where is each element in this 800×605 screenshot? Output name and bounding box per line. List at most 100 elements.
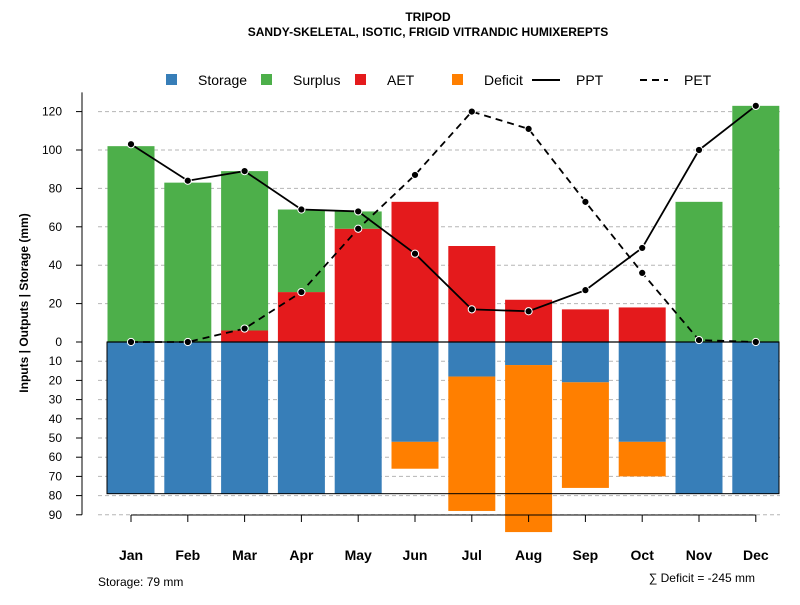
- legend-label-pet: PET: [684, 72, 712, 88]
- legend-swatch-deficit: [452, 74, 463, 85]
- point-pet: [467, 107, 476, 116]
- bar-aet: [221, 330, 269, 342]
- bar-storage: [448, 342, 496, 377]
- bar-deficit: [505, 365, 553, 533]
- y-axis-label: Inputs | Outputs | Storage (mm): [17, 213, 31, 392]
- x-tick-label: Aug: [515, 547, 542, 563]
- point-pet: [524, 124, 533, 133]
- legend-label-surplus: Surplus: [293, 72, 340, 88]
- y-tick-label: 20: [49, 373, 63, 387]
- y-tick-label: 60: [49, 450, 63, 464]
- point-pet: [297, 287, 306, 297]
- legend-label-aet: AET: [387, 72, 415, 88]
- point-ppt: [354, 207, 363, 216]
- x-tick-label: Jan: [119, 547, 143, 563]
- legend-label-deficit: Deficit: [484, 72, 523, 88]
- legend-label-ppt: PPT: [576, 72, 604, 88]
- legend-label-storage: Storage: [198, 72, 247, 88]
- axes: 0 20 40 60 80 100 120 10 20 30 40 50 60 70 80 90 Jan Feb M…: [42, 92, 780, 563]
- bar-surplus: [277, 209, 325, 293]
- point-ppt: [524, 307, 533, 316]
- y-tick-label: 40: [49, 258, 63, 272]
- point-ppt: [638, 243, 647, 253]
- bar-deficit: [391, 441, 439, 469]
- x-tick-label: Oct: [631, 547, 655, 563]
- line-pet: [131, 110, 756, 343]
- bar-storage: [618, 342, 666, 442]
- y-tick-label: 20: [49, 297, 63, 311]
- bar-surplus: [107, 146, 155, 342]
- deficit-label: ∑ Deficit = -245 mm: [649, 571, 755, 585]
- bar-storage: [561, 342, 609, 383]
- bar-deficit: [448, 376, 496, 511]
- point-pet: [126, 337, 136, 347]
- bar-deficit: [561, 382, 609, 488]
- bar-aet: [334, 228, 382, 342]
- storage-label: Storage: 79 mm: [98, 575, 183, 589]
- x-tick-label: Dec: [743, 547, 769, 563]
- bar-storage: [391, 342, 439, 442]
- point-pet: [183, 337, 192, 347]
- point-pet: [581, 197, 590, 206]
- legend-swatch-storage: [166, 74, 177, 85]
- point-pet: [240, 324, 249, 333]
- series-lines: [126, 101, 760, 347]
- bar-storage: [277, 342, 325, 494]
- bar-deficit: [618, 441, 666, 477]
- bar-aet: [618, 307, 666, 342]
- bar-surplus: [675, 201, 723, 342]
- line-ppt: [130, 105, 757, 313]
- y-tick-label: 90: [49, 508, 63, 522]
- point-pet: [354, 224, 363, 233]
- y-tick-label: 30: [49, 393, 63, 407]
- bar-storage: [221, 342, 269, 494]
- bar-storage: [675, 342, 723, 494]
- point-pet: [694, 335, 704, 345]
- point-ppt: [694, 145, 704, 155]
- bar-storage: [505, 342, 553, 366]
- x-tick-label: Nov: [686, 547, 713, 563]
- x-tick-label: Sep: [573, 547, 599, 563]
- bar-aet: [505, 299, 553, 342]
- chart-subtitle: SANDY-SKELETAL, ISOTIC, FRIGID VITRANDIC…: [248, 25, 608, 39]
- legend-swatch-surplus: [261, 74, 272, 85]
- point-ppt: [467, 305, 476, 314]
- y-tick-label: 0: [55, 335, 62, 349]
- legend: Storage Surplus AET Deficit PPT PET: [166, 72, 712, 88]
- bar-surplus: [334, 211, 382, 229]
- y-tick-label: 70: [49, 469, 63, 483]
- bar-aet: [561, 309, 609, 342]
- bar-surplus: [221, 171, 269, 331]
- x-tick-label: Feb: [175, 547, 200, 563]
- point-ppt: [240, 167, 249, 176]
- y-tick-label: 120: [42, 105, 62, 119]
- bar-storage: [164, 342, 212, 494]
- y-tick-label: 60: [49, 220, 63, 234]
- y-tick-label: 10: [49, 354, 63, 368]
- x-tick-label: May: [345, 547, 372, 563]
- bar-aet: [391, 201, 439, 342]
- bar-storage: [107, 342, 155, 494]
- chart-title: TRIPOD: [405, 10, 451, 24]
- point-ppt: [751, 101, 760, 110]
- point-ppt: [126, 140, 136, 149]
- y-tick-label: 50: [49, 431, 63, 445]
- legend-swatch-aet: [355, 74, 366, 85]
- bar-storage: [732, 342, 780, 494]
- point-ppt: [297, 205, 306, 214]
- bar-storage: [334, 342, 382, 494]
- point-ppt: [183, 176, 192, 185]
- y-tick-label: 40: [49, 412, 63, 426]
- x-tick-label: Apr: [289, 547, 314, 563]
- point-pet: [638, 268, 647, 277]
- point-pet: [410, 170, 420, 180]
- point-pet: [751, 337, 760, 347]
- x-tick-label: Jul: [462, 547, 482, 563]
- bar-aet: [277, 292, 325, 342]
- point-ppt: [410, 249, 420, 258]
- point-ppt: [581, 286, 590, 295]
- y-tick-label: 80: [49, 489, 63, 503]
- bars: [107, 105, 780, 533]
- bar-surplus: [732, 105, 780, 342]
